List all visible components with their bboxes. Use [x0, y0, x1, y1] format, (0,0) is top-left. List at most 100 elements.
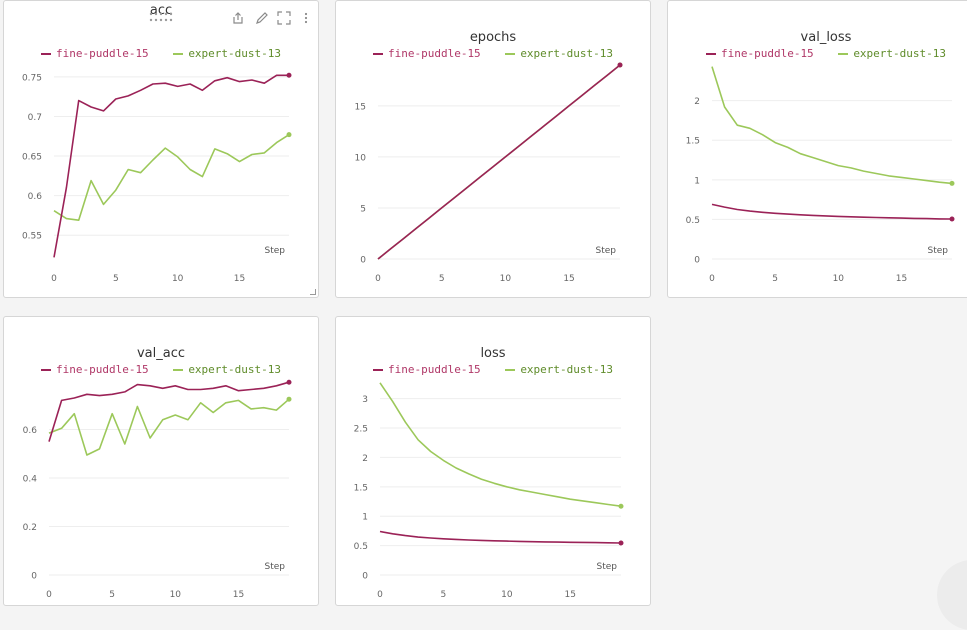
- y-tick-label: 3: [362, 395, 368, 405]
- y-tick-label: 0.65: [22, 153, 42, 163]
- chart-panel-epochs: 0 5 10 15 0 5 10 15 Step epochs fine-puddle-15 e…: [335, 0, 651, 298]
- legend-item[interactable]: expert-dust-13: [505, 47, 613, 60]
- chart-legend: fine-puddle-15 expert-dust-13: [4, 363, 318, 376]
- chart-plot: 0.55 0.6 0.65 0.7 0.75 0 5 10 15 Step: [22, 72, 292, 284]
- chart-panel-acc: 0.55 0.6 0.65 0.7 0.75 0 5 10 15 Step acc fine-pu…: [3, 0, 319, 298]
- y-tick-label: 1: [694, 176, 700, 186]
- x-tick-label: 15: [563, 274, 574, 284]
- x-tick-label: 10: [833, 274, 845, 284]
- legend-label: fine-puddle-15: [55, 363, 149, 376]
- legend-label: fine-puddle-15: [55, 47, 149, 60]
- y-tick-label: 2.5: [354, 425, 368, 435]
- y-tick-label: 0: [31, 572, 37, 582]
- legend-label: expert-dust-13: [188, 47, 282, 60]
- chart-title: loss: [480, 346, 506, 361]
- series-endpoint-0: [949, 216, 955, 222]
- y-tick-label: 0.2: [23, 523, 37, 533]
- y-tick-label: 0: [360, 256, 366, 266]
- chart-panel-loss: 0 0.5 1 1.5 2 2.5 3 0 5 10 15 Step loss fine-puddle…: [335, 316, 651, 606]
- legend-label: expert-dust-13: [520, 47, 614, 60]
- legend-swatch: [173, 53, 184, 55]
- legend-item[interactable]: fine-puddle-15: [372, 363, 481, 376]
- legend-swatch: [40, 369, 51, 371]
- x-tick-label: 5: [772, 274, 778, 284]
- y-tick-label: 0.55: [22, 232, 42, 242]
- legend-item[interactable]: fine-puddle-15: [705, 47, 814, 60]
- series-endpoint-1: [949, 180, 955, 186]
- series-line-0: [711, 203, 953, 220]
- chart-title: val_loss: [800, 30, 852, 45]
- x-tick-label: 15: [234, 274, 245, 284]
- x-tick-label: 15: [233, 590, 244, 600]
- chart-title: epochs: [469, 30, 517, 45]
- series-endpoint-0: [286, 379, 292, 385]
- series-line-1: [53, 134, 290, 221]
- legend-item[interactable]: expert-dust-13: [173, 47, 281, 60]
- series-endpoint-1: [618, 503, 624, 509]
- y-tick-label: 15: [355, 102, 366, 112]
- x-tick-label: 0: [51, 274, 57, 284]
- chart-panel-val-acc: 0 0.2 0.4 0.6 0 5 10 15 Step val_acc fine-puddle…: [3, 316, 319, 606]
- series-line-0: [377, 64, 621, 260]
- y-tick-label: 0.4: [23, 475, 38, 485]
- y-tick-label: 0.5: [354, 542, 368, 552]
- y-tick-label: 1: [362, 513, 368, 523]
- x-tick-label: 0: [375, 274, 381, 284]
- x-tick-label: 10: [501, 590, 513, 600]
- legend-label: fine-puddle-15: [720, 47, 814, 60]
- x-axis-label: Step: [265, 562, 286, 572]
- legend-swatch: [40, 53, 51, 55]
- chart-legend: fine-puddle-15 expert-dust-13: [336, 47, 650, 60]
- series-endpoint-0: [618, 540, 624, 546]
- series-line-0: [48, 381, 290, 442]
- x-tick-label: 5: [113, 274, 119, 284]
- x-axis-label: Step: [265, 246, 286, 256]
- x-tick-label: 0: [377, 590, 383, 600]
- legend-swatch: [505, 53, 516, 55]
- x-axis-label: Step: [596, 246, 617, 256]
- legend-swatch: [173, 369, 184, 371]
- y-tick-label: 0.5: [686, 216, 700, 226]
- y-tick-label: 0: [362, 572, 368, 582]
- chart-plot: 0 0.5 1 1.5 2 0 5 10 15 Step: [686, 66, 955, 284]
- y-tick-label: 1.5: [354, 483, 368, 493]
- y-tick-label: 0: [694, 256, 700, 266]
- chart-legend: fine-puddle-15 expert-dust-13: [336, 363, 650, 376]
- series-endpoint-1: [286, 132, 292, 138]
- x-tick-label: 15: [565, 590, 576, 600]
- legend-item[interactable]: expert-dust-13: [838, 47, 946, 60]
- legend-label: expert-dust-13: [853, 47, 947, 60]
- chart-panel-val-loss: 0 0.5 1 1.5 2 0 5 10 15 Step val_loss fine-puddle…: [667, 0, 967, 298]
- x-axis-label: Step: [928, 246, 949, 256]
- legend-swatch: [705, 53, 716, 55]
- panel-toolbar: [149, 11, 319, 27]
- chart-legend: fine-puddle-15 expert-dust-13: [4, 47, 318, 60]
- chart-plot: 0 5 10 15 0 5 10 15 Step: [355, 62, 623, 284]
- series-line-0: [379, 530, 622, 544]
- legend-label: expert-dust-13: [520, 363, 614, 376]
- legend-item[interactable]: expert-dust-13: [173, 363, 281, 376]
- x-tick-label: 10: [170, 590, 182, 600]
- legend-item[interactable]: fine-puddle-15: [372, 47, 481, 60]
- legend-item[interactable]: fine-puddle-15: [40, 47, 149, 60]
- legend-label: expert-dust-13: [188, 363, 282, 376]
- series-endpoint-0: [286, 72, 292, 78]
- x-tick-label: 5: [109, 590, 115, 600]
- legend-item[interactable]: expert-dust-13: [505, 363, 613, 376]
- legend-item[interactable]: fine-puddle-15: [40, 363, 149, 376]
- x-tick-label: 0: [46, 590, 52, 600]
- legend-swatch: [372, 369, 383, 371]
- y-tick-label: 0.75: [22, 73, 42, 83]
- legend-label: fine-puddle-15: [387, 363, 481, 376]
- x-tick-label: 15: [896, 274, 907, 284]
- resize-handle-icon[interactable]: [310, 289, 316, 295]
- series-line-1: [711, 66, 953, 185]
- series-endpoint-0: [617, 62, 623, 68]
- legend-swatch: [372, 53, 383, 55]
- y-tick-label: 5: [360, 204, 366, 214]
- corner-decoration: [937, 560, 967, 630]
- y-tick-label: 10: [355, 153, 367, 163]
- legend-swatch: [838, 53, 849, 55]
- chart-title: val_acc: [136, 346, 186, 361]
- series-line-1: [48, 398, 290, 456]
